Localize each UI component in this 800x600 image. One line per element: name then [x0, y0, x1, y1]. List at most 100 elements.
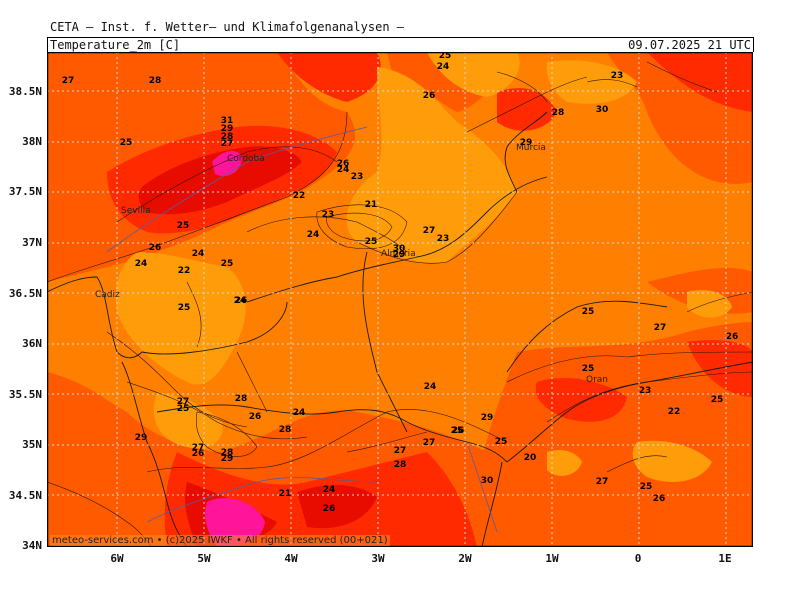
contour-value-label: 25 — [178, 303, 191, 313]
contour-value-label: 21 — [365, 200, 378, 210]
contour-value-label: 25 — [439, 52, 452, 61]
lat-tick-label: 34.5N — [8, 489, 42, 502]
contour-value-label: 26 — [249, 412, 262, 422]
contour-value-label: 24 — [307, 230, 320, 240]
contour-value-label: 24 — [135, 259, 148, 269]
contour-value-label: 24 — [337, 165, 350, 175]
contour-value-label: 27 — [221, 139, 234, 149]
contour-value-label: 25 — [221, 259, 234, 269]
lon-tick-label: 4W — [284, 552, 298, 565]
contour-value-label: 28 — [552, 108, 565, 118]
city-label: Murcia — [516, 143, 546, 153]
lon-tick-label: 0 — [634, 552, 642, 565]
lon-tick-label: 1E — [718, 552, 732, 565]
contour-value-label: 25 — [451, 426, 464, 436]
lat-tick-label: 36N — [22, 337, 42, 350]
lat-tick-label: 36.5N — [8, 287, 42, 300]
rivers — [106, 126, 498, 533]
contour-value-label: 24 — [234, 296, 247, 306]
city-label: Almeria — [381, 249, 416, 259]
contour-value-label: 26 — [323, 504, 336, 514]
contour-value-label: 24 — [192, 249, 205, 259]
contour-value-label: 23 — [351, 172, 364, 182]
city-label: Cadiz — [95, 290, 120, 300]
contour-value-label: 25 — [365, 237, 378, 247]
contour-value-label: 28 — [235, 394, 248, 404]
contour-value-label: 22 — [293, 191, 306, 201]
contour-value-label: 30 — [393, 244, 406, 254]
contour-value-label: 25 — [711, 395, 724, 405]
contour-value-label: 27 — [654, 323, 667, 333]
copyright-footer: meteo-services.com • (c)2025 IWKF • All … — [50, 535, 390, 546]
city-label: Sevilla — [121, 206, 151, 216]
contour-value-label: 28 — [149, 76, 162, 86]
lon-tick-label: 6W — [110, 552, 124, 565]
lon-tick-label: 1W — [545, 552, 559, 565]
lat-tick-label: 38N — [22, 135, 42, 148]
contour-value-label: 28 — [394, 460, 407, 470]
valid-datetime: 09.07.2025 21 UTC — [628, 38, 751, 52]
contour-value-label: 25 — [120, 138, 133, 148]
lat-tick-label: 37.5N — [8, 185, 42, 198]
contour-value-label: 23 — [611, 71, 624, 81]
contour-value-label: 26 — [452, 426, 465, 436]
contour-value-label: 23 — [437, 234, 450, 244]
contour-value-label: 24 — [293, 408, 306, 418]
contour-value-label: 25 — [582, 307, 595, 317]
contour-value-label: 26 — [192, 449, 205, 459]
lat-tick-label: 35.5N — [8, 388, 42, 401]
contour-value-label: 28 — [279, 425, 292, 435]
contour-value-label: 28 — [221, 448, 234, 458]
contour-value-label: 27 — [62, 76, 75, 86]
lon-tick-label: 3W — [371, 552, 385, 565]
contour-value-label: 27 — [394, 446, 407, 456]
lat-tick-label: 34N — [22, 539, 42, 552]
lat-tick-label: 38.5N — [8, 85, 42, 98]
lon-tick-label: 2W — [458, 552, 472, 565]
lat-tick-label: 37N — [22, 236, 42, 249]
contour-value-label: 30 — [481, 476, 494, 486]
contour-value-label: 22 — [178, 266, 191, 276]
contour-value-label: 26 — [423, 91, 436, 101]
contour-value-label: 25 — [495, 437, 508, 447]
contour-value-label: 27 — [596, 477, 609, 487]
contour-value-label: 26 — [235, 296, 248, 306]
contour-value-label: 30 — [596, 105, 609, 115]
contour-value-label: 29 — [221, 124, 234, 134]
organization-title: CETA — Inst. f. Wetter— und Klimafolgena… — [50, 20, 405, 34]
contour-value-label: 28 — [221, 132, 234, 142]
map-frame — [47, 52, 753, 547]
contour-value-label: 22 — [668, 407, 681, 417]
contour-value-label: 21 — [279, 489, 292, 499]
contour-value-label: 26 — [726, 332, 739, 342]
lon-tick-label: 5W — [197, 552, 211, 565]
contour-value-label: 25 — [177, 404, 190, 414]
contour-value-label: 29 — [135, 433, 148, 443]
contour-value-label: 20 — [524, 453, 537, 463]
contour-value-label: 25 — [640, 482, 653, 492]
contour-value-label: 24 — [424, 382, 437, 392]
lat-tick-label: 35N — [22, 438, 42, 451]
field-label: Temperature_2m [C] — [50, 38, 181, 52]
contour-value-label: 31 — [221, 116, 234, 126]
contour-value-label: 27 — [192, 443, 205, 453]
contour-value-label: 26 — [653, 494, 666, 504]
contour-value-label: 29 — [221, 454, 234, 464]
contour-value-label: 24 — [323, 485, 336, 495]
contour-value-label: 23 — [322, 210, 335, 220]
contour-value-label: 29 — [520, 138, 533, 148]
contour-value-label: 24 — [437, 62, 450, 72]
contour-value-label: 29 — [393, 250, 406, 260]
contour-value-label: 23 — [639, 386, 652, 396]
coastline — [47, 111, 753, 547]
contour-value-labels: 27 28252423262829303129282725262423212223… — [62, 52, 739, 514]
contour-value-label: 26 — [149, 243, 162, 253]
contour-value-label: 27 — [423, 438, 436, 448]
contour-value-label: 25 — [582, 364, 595, 374]
city-labels: Cordoba Sevilla Murcia Almeria Cadiz Oran — [95, 143, 608, 385]
contour-value-label: 25 — [177, 221, 190, 231]
contour-value-label: 26 — [337, 159, 350, 169]
contour-value-label: 27 — [423, 226, 436, 236]
title-bar: Temperature_2m [C] 09.07.2025 21 UTC — [47, 37, 754, 52]
